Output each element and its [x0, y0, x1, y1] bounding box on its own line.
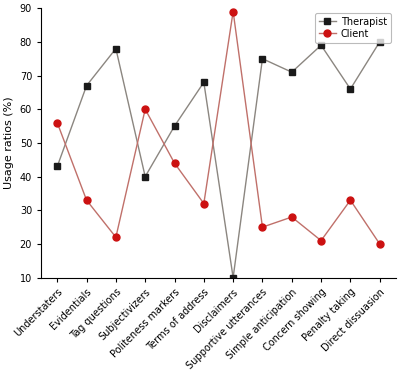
Therapist: [143, 174, 148, 179]
Client: [231, 9, 236, 14]
Therapist: [172, 124, 177, 128]
Therapist: [84, 83, 89, 88]
Therapist: [260, 57, 265, 61]
Line: Therapist: Therapist: [54, 38, 383, 281]
Therapist: [289, 70, 294, 74]
Therapist: [319, 43, 324, 48]
Therapist: [55, 164, 60, 169]
Client: [114, 235, 118, 240]
Client: [172, 161, 177, 165]
Client: [377, 242, 382, 246]
Therapist: [377, 40, 382, 44]
Client: [260, 225, 265, 230]
Client: [289, 215, 294, 219]
Therapist: [348, 87, 353, 91]
Client: [143, 107, 148, 111]
Therapist: [202, 80, 206, 84]
Client: [319, 238, 324, 243]
Client: [84, 198, 89, 202]
Line: Client: Client: [54, 8, 383, 248]
Therapist: [231, 275, 236, 280]
Client: [348, 198, 353, 202]
Therapist: [114, 46, 118, 51]
Y-axis label: Usage ratios (%): Usage ratios (%): [4, 97, 14, 189]
Client: [202, 201, 206, 206]
Client: [55, 120, 60, 125]
Legend: Therapist, Client: Therapist, Client: [315, 13, 391, 43]
